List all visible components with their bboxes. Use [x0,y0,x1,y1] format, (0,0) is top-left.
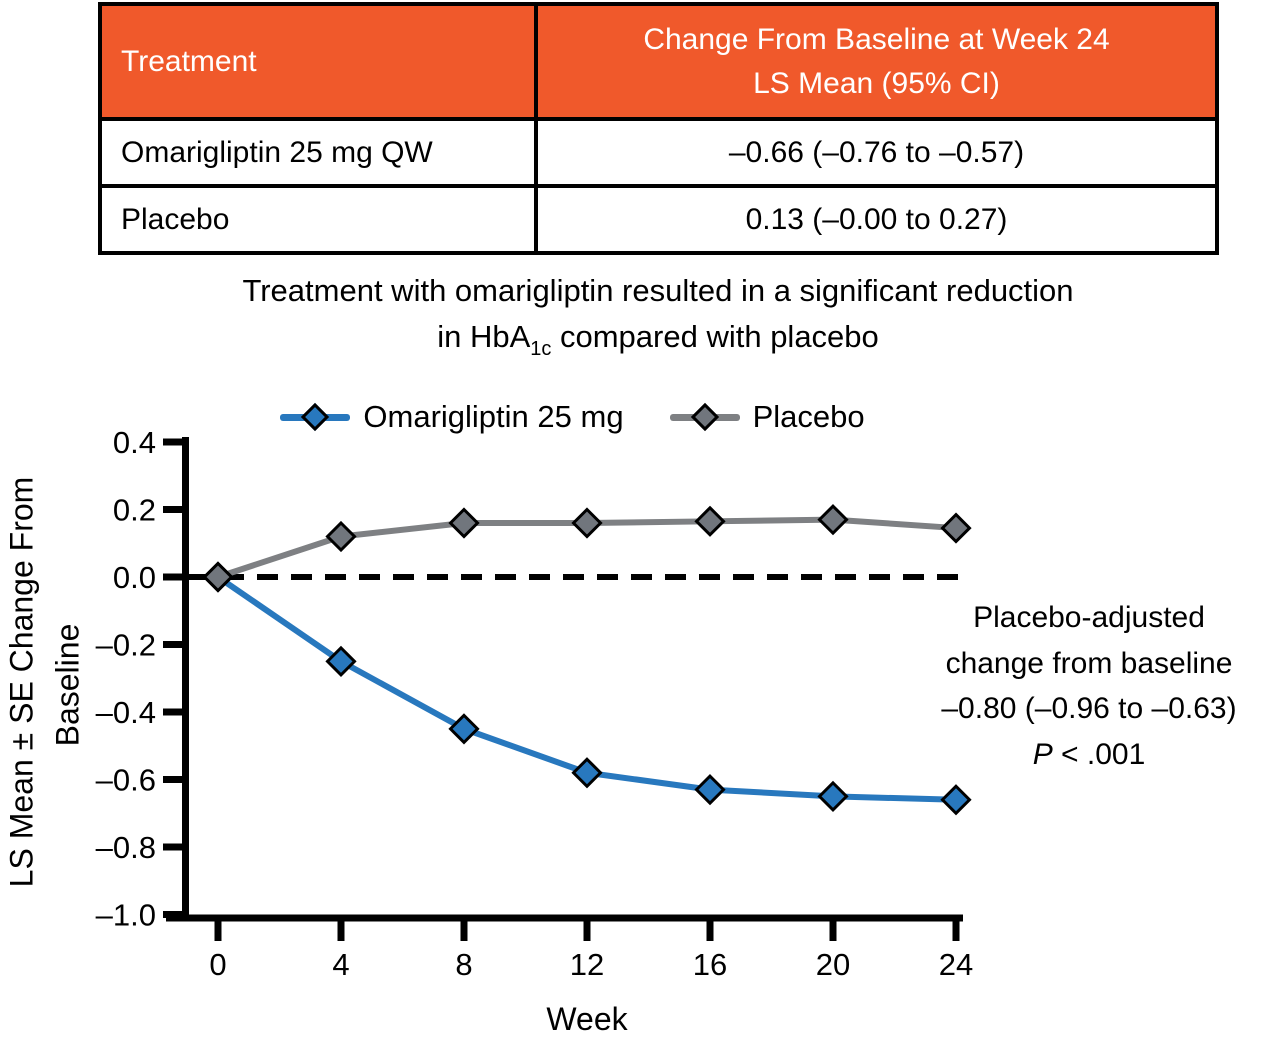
table-header-change: Change From Baseline at Week 24 LS Mean … [538,6,1215,117]
legend-label: Omarigliptin 25 mg [363,399,624,434]
legend-swatch-placebo [669,402,740,432]
data-point-marker [694,505,726,537]
data-point-marker [325,645,357,677]
figure-caption: Treatment with omarigliptin resulted in … [20,268,1280,364]
table-cell-treatment: Placebo [102,188,538,251]
data-point-marker [817,504,849,536]
table-header-row: Treatment Change From Baseline at Week 2… [102,6,1215,117]
y-tick-label: –0.6 [96,763,156,798]
legend-swatch-omarigliptin [280,402,351,432]
annotation-pvalue: P < .001 [1032,737,1146,771]
annotation-line1: Placebo-adjusted [973,601,1205,634]
annotation-line3: –0.80 (–0.96 to –0.63) [941,692,1237,725]
annotation-line2: change from baseline [945,646,1233,680]
y-tick-label: –1.0 [96,898,156,933]
table-header-change-line1: Change From Baseline at Week 24 [643,22,1110,56]
table-row: Omarigliptin 25 mg QW –0.66 (–0.76 to –0… [102,117,1215,184]
x-tick-label: 8 [455,947,472,982]
y-tick-label: –0.2 [96,628,156,663]
caption-line1: Treatment with omarigliptin resulted in … [242,273,1074,308]
y-tick-label: 0.0 [113,560,156,595]
x-tick-label: 12 [570,947,604,982]
data-point-marker [694,774,726,806]
table-cell-treatment: Omarigliptin 25 mg QW [102,121,538,184]
data-point-marker [325,520,357,553]
data-point-marker [448,507,480,539]
y-tick-label: 0.2 [113,493,156,528]
caption-line2: in HbA1c compared with placebo [437,319,879,360]
summary-table: Treatment Change From Baseline at Week 2… [98,2,1219,255]
legend-item-placebo: Placebo [669,399,865,435]
caption-subscript: 1c [530,338,552,360]
y-tick-label: –0.4 [96,695,156,730]
data-point-marker [571,507,603,539]
table-cell-value: 0.13 (–0.00 to 0.27) [538,188,1215,251]
data-point-marker [571,757,603,789]
table-header-change-line2: LS Mean (95% CI) [753,66,1000,100]
table-header-treatment: Treatment [102,6,538,117]
table-row: Placebo 0.13 (–0.00 to 0.27) [102,184,1215,251]
x-axis-title: Week [546,1001,628,1037]
legend-item-omarigliptin: Omarigliptin 25 mg [280,399,624,435]
y-tick-label: 0.4 [113,425,156,460]
data-point-marker [940,784,972,816]
x-tick-label: 20 [816,947,850,982]
legend-label: Placebo [752,399,865,434]
placebo-adjusted-annotation: Placebo-adjusted change from baseline –0… [895,595,1280,777]
x-tick-label: 0 [209,947,226,982]
data-point-marker [817,780,849,812]
x-tick-label: 24 [939,947,973,982]
x-tick-label: 16 [693,947,727,982]
table-cell-value: –0.66 (–0.76 to –0.57) [538,121,1215,184]
data-point-marker [448,713,480,745]
chart-legend: Omarigliptin 25 mg Placebo [185,393,960,441]
data-point-marker [202,561,234,593]
data-point-marker [940,512,972,544]
y-tick-label: –0.8 [96,830,156,865]
x-tick-label: 4 [332,947,349,982]
